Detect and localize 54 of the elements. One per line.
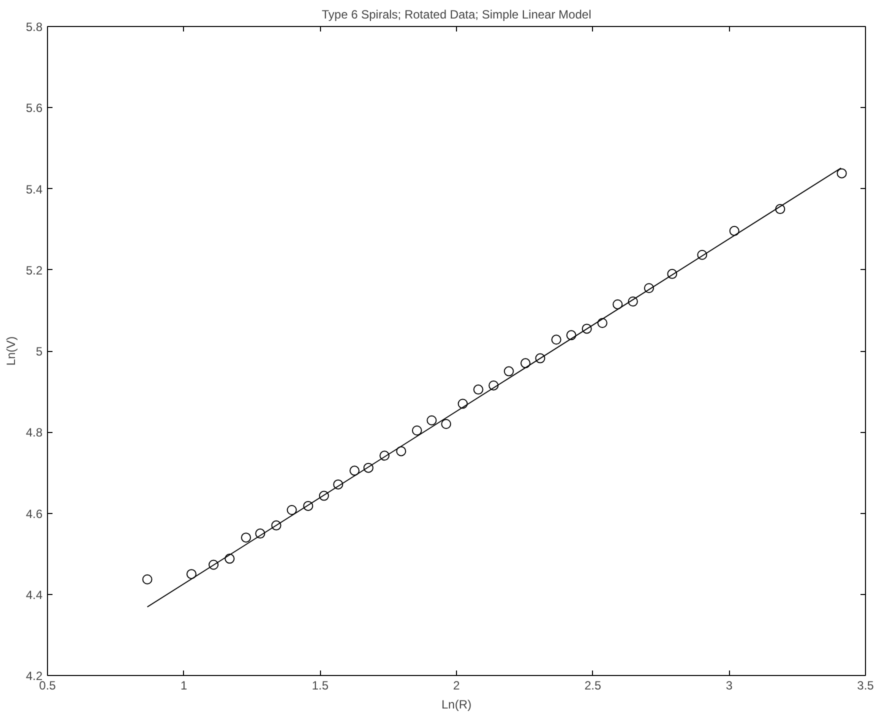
point — [318, 490, 329, 501]
point — [697, 250, 708, 260]
y-axis-title: Ln(V) — [4, 336, 18, 366]
x-tick-label: 1 — [180, 678, 188, 692]
point — [535, 353, 546, 364]
y-tick-label: 5.6 — [26, 101, 43, 116]
x-tick-label: 2 — [453, 678, 460, 692]
point — [458, 398, 468, 409]
point — [224, 554, 235, 564]
point — [208, 560, 219, 570]
point — [241, 532, 251, 543]
point — [775, 204, 786, 214]
point — [729, 226, 740, 236]
x-tick-label: 2.5 — [584, 678, 602, 692]
point — [582, 324, 592, 334]
point — [142, 574, 152, 584]
point — [644, 283, 654, 294]
point — [271, 520, 282, 530]
point — [473, 384, 484, 395]
x-tick-label: 3 — [726, 678, 733, 692]
point — [186, 569, 196, 580]
point — [333, 479, 344, 490]
point — [441, 419, 452, 430]
y-tick-label: 5.8 — [26, 20, 43, 34]
point — [551, 334, 562, 345]
point — [412, 426, 422, 436]
point — [597, 318, 608, 328]
x-axis-title: Ln(R) — [441, 698, 472, 712]
y-tick-label: 4.6 — [26, 506, 43, 521]
point — [667, 268, 678, 279]
point — [612, 299, 623, 310]
point — [255, 528, 266, 539]
point — [426, 415, 437, 426]
point — [628, 296, 638, 307]
x-tick-label: 1.5 — [312, 678, 329, 692]
point — [566, 330, 576, 340]
point — [363, 462, 374, 473]
chart-title: Type 6 Spirals; Rotated Data; Simple Linear Model — [322, 8, 592, 22]
point — [303, 500, 314, 511]
y-tick-label: 5.4 — [26, 182, 43, 196]
point — [488, 380, 499, 390]
point — [520, 358, 530, 368]
point — [350, 466, 360, 476]
point — [836, 168, 847, 178]
x-tick-label: 3.5 — [857, 678, 874, 692]
point — [286, 505, 297, 515]
x-tick-label: 0.5 — [39, 678, 56, 692]
point — [396, 446, 406, 456]
y-tick-label: 5 — [36, 344, 43, 358]
y-tick-label: 4.4 — [26, 588, 43, 602]
point — [504, 366, 514, 376]
point — [380, 450, 390, 461]
y-tick-label: 5.2 — [26, 263, 43, 278]
y-tick-label: 4.8 — [26, 426, 43, 440]
